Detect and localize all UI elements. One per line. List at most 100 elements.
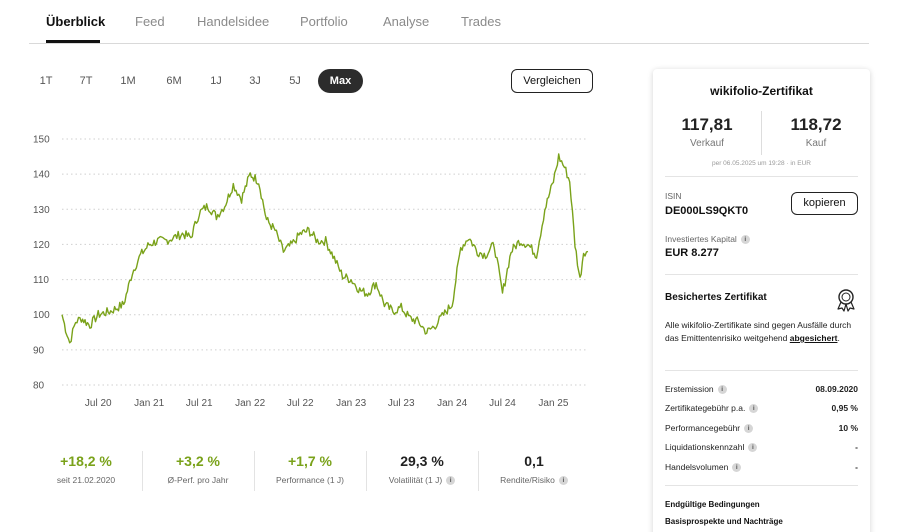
info-icon[interactable]: i [744,424,754,434]
kpi-divider [142,451,143,491]
detail-value: 10 % [838,423,858,433]
tab-trades[interactable]: Trades [461,14,501,29]
info-icon[interactable]: i [748,443,758,453]
isin-label: ISIN [665,191,682,201]
card-title: wikifolio-Zertifikat [710,84,813,98]
kpi-avg-perf: +3,2 % Ø-Perf. pro Jahr [142,449,254,495]
x-tick-label: Jan 24 [437,398,467,409]
prospectus-link[interactable]: Basisprospekte und Nachträge [665,517,783,526]
detail-value: 0,95 % [831,403,858,413]
award-icon [837,289,855,312]
certificate-card: wikifolio-Zertifikat 117,81 Verkauf 118,… [653,69,870,532]
capital-label: Investiertes Kapital [665,234,737,244]
buy-price: 118,72 Kauf [762,115,870,149]
y-tick-label: 120 [33,240,50,251]
y-tick-label: 100 [33,310,50,321]
capital-label-wrap: Investiertes Kapital i [665,234,750,245]
detail-key: Erstemission [665,384,714,394]
capital-value: EUR 8.277 [665,247,719,259]
tab-handelsidee[interactable]: Handelsidee [197,14,270,29]
y-tick-label: 110 [33,275,49,286]
price-divider [761,111,762,155]
range-6m[interactable]: 6M [166,75,182,87]
x-tick-label: Jul 23 [388,398,415,409]
secured-period: . [837,333,840,343]
info-icon[interactable]: i [558,476,568,486]
detail-key: Handelsvolumen [665,462,729,472]
secured-text: Alle wikifolio-Zertifikate sind gegen Au… [665,319,855,345]
y-tick-label: 130 [33,205,50,216]
range-max[interactable]: Max [318,69,363,93]
y-tick-label: 90 [33,345,45,356]
kpi-since-start: +18,2 % seit 21.02.2020 [30,449,142,495]
secured-description: Alle wikifolio-Zertifikate sind gegen Au… [665,320,852,343]
detail-key-wrap: Zertifikategebühr p.a. i [665,403,759,414]
final-terms-link[interactable]: Endgültige Bedingungen [665,500,760,509]
info-icon[interactable]: i [732,463,742,473]
detail-key-wrap: Liquidationskennzahl i [665,442,758,453]
kpi-performance-1j: +1,7 % Performance (1 J) [254,449,366,495]
series-line-performance [61,153,589,344]
detail-value: - [855,442,858,452]
detail-row: Liquidationskennzahl i - [665,442,858,454]
detail-value: - [855,462,858,472]
tab-bar: Überblick Feed Handelsidee Portfolio Ana… [29,0,869,44]
kpi-label: seit 21.02.2020 [56,475,116,485]
x-tick-label: Jul 24 [489,398,516,409]
divider [665,176,858,177]
secured-title: Besichertes Zertifikat [665,292,767,303]
range-1m[interactable]: 1M [120,75,136,87]
isin-value: DE000LS9QKT0 [665,205,749,217]
detail-key: Zertifikategebühr p.a. [665,403,746,413]
range-5j[interactable]: 5J [289,75,301,87]
kpi-row: +18,2 % seit 21.02.2020 +3,2 % Ø-Perf. p… [30,449,590,495]
y-tick-label: 150 [33,135,50,146]
info-icon[interactable]: i [740,235,750,245]
kpi-divider [254,451,255,491]
kpi-value: +18,2 % [60,453,112,469]
kpi-label: Ø-Perf. pro Jahr [167,475,229,485]
kpi-value: +3,2 % [176,453,220,469]
active-tab-indicator [46,40,100,43]
info-icon[interactable]: i [717,385,727,395]
x-tick-label: Jan 25 [538,398,568,409]
secured-link[interactable]: abgesichert [789,333,838,343]
info-icon[interactable]: i [749,404,759,414]
range-1j[interactable]: 1J [210,75,222,87]
tab-feed[interactable]: Feed [135,14,165,29]
kpi-label-wrap: Rendite/Risiko i [478,475,590,486]
x-tick-label: Jul 22 [287,398,314,409]
range-1t[interactable]: 1T [39,75,53,87]
x-tick-label: Jan 23 [336,398,366,409]
detail-row: Erstemission i 08.09.2020 [665,384,858,396]
sell-price-label: Verkauf [690,138,724,149]
detail-key: Liquidationskennzahl [665,442,745,452]
x-tick-label: Jul 20 [85,398,112,409]
compare-button[interactable]: Vergleichen [511,69,593,93]
kpi-return-risk: 0,1 Rendite/Risiko i [478,449,590,495]
y-tick-label: 140 [33,170,50,181]
tab-analyse[interactable]: Analyse [383,14,430,29]
info-icon[interactable]: i [446,476,456,486]
divider [665,485,858,486]
sell-price-value: 117,81 [681,115,733,134]
kpi-label-wrap: Volatilität (1 J) i [366,475,478,486]
kpi-value: +1,7 % [288,453,332,469]
detail-key-wrap: Handelsvolumen i [665,462,742,473]
x-tick-label: Jul 21 [186,398,213,409]
kpi-divider [366,451,367,491]
detail-row: Performancegebühr i 10 % [665,423,858,435]
detail-row: Zertifikategebühr p.a. i 0,95 % [665,403,858,415]
detail-row: Handelsvolumen i - [665,462,858,474]
price-timestamp: per 06.05.2025 um 19:28 · in EUR [711,160,811,167]
copy-isin-button[interactable]: kopieren [791,192,858,215]
detail-key-wrap: Performancegebühr i [665,423,754,434]
tab-portfolio[interactable]: Portfolio [300,14,348,29]
range-3j[interactable]: 3J [249,75,261,87]
sell-price: 117,81 Verkauf [653,115,761,149]
range-7t[interactable]: 7T [79,75,93,87]
detail-key: Performancegebühr [665,423,741,433]
tab-ueberblick[interactable]: Überblick [46,14,106,29]
y-tick-label: 80 [33,381,45,392]
x-tick-label: Jan 22 [235,398,265,409]
